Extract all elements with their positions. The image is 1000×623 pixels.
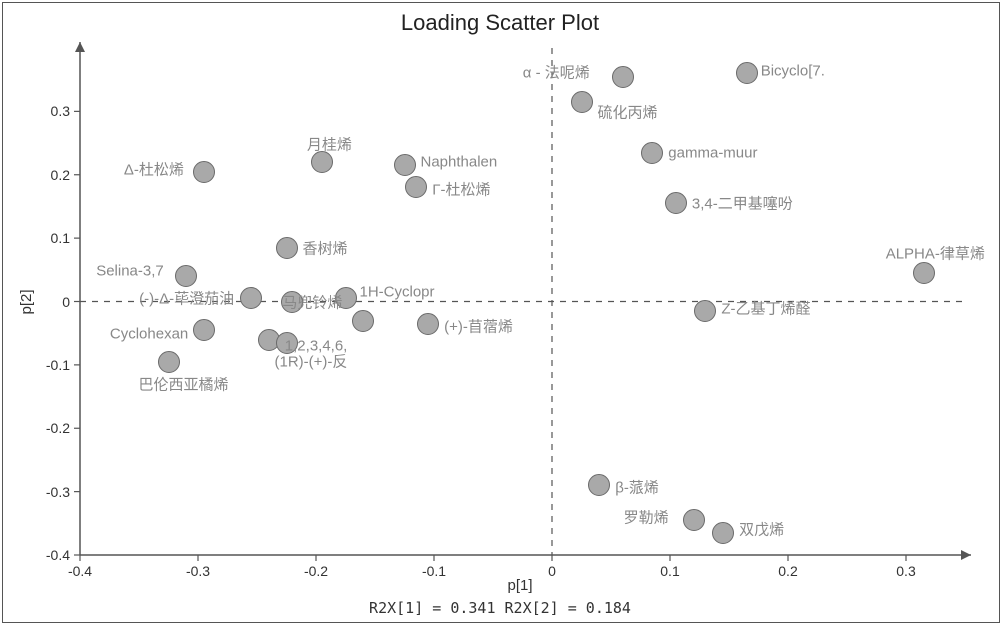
y-tick-label: 0.2 [51,167,70,183]
scatter-marker [417,313,439,335]
scatter-marker [736,62,758,84]
scatter-marker [175,265,197,287]
point-label: Γ-杜松烯 [432,179,490,200]
point-label: 马兜铃烯 [282,291,342,312]
x-tick-label: -0.2 [304,563,328,579]
point-label: (1R)-(+)-反 [275,350,348,371]
scatter-marker [683,509,705,531]
point-label: 1H-Cyclopr [360,284,435,301]
chart-footer: R2X[1] = 0.341 R2X[2] = 0.184 [0,599,1000,617]
point-label: Bicyclo[7. [761,63,825,80]
point-label: 香树烯 [303,237,348,258]
scatter-marker [394,154,416,176]
x-axis-label: p[1] [508,577,533,594]
y-axis-label: p[2] [18,289,35,314]
point-label: β-蒎烯 [615,477,659,498]
scatter-marker [665,192,687,214]
point-label: (-)-Δ-荜澄茄油 [139,288,234,309]
scatter-marker [612,66,634,88]
y-tick-label: -0.1 [46,357,70,373]
point-label: 双戊烯 [739,518,784,539]
point-label: 巴伦西亚橘烯 [139,373,229,394]
scatter-marker [158,351,180,373]
y-tick-label: 0 [62,294,70,310]
scatter-marker [352,310,374,332]
x-tick-label: 0.3 [896,563,915,579]
x-tick-label: 0.2 [778,563,797,579]
point-label: Cyclohexan [110,326,188,343]
scatter-marker [712,522,734,544]
y-tick-label: -0.3 [46,484,70,500]
y-tick-label: -0.2 [46,420,70,436]
scatter-marker [641,142,663,164]
point-label: 罗勒烯 [624,507,669,528]
y-tick-label: 0.3 [51,103,70,119]
x-tick-label: -0.4 [68,563,92,579]
scatter-marker [240,287,262,309]
point-label: Naphthalen [421,154,498,171]
point-label: 3,4-二甲基噻吩 [692,193,793,214]
point-label: Selina-3,7 [96,263,164,280]
axes-svg [0,0,1000,623]
scatter-marker [588,474,610,496]
scatter-marker [694,300,716,322]
scatter-marker [193,319,215,341]
scatter-marker [571,91,593,113]
point-label: Z-乙基丁烯醛 [721,298,810,319]
point-label: Δ-杜松烯 [124,158,184,179]
x-tick-label: -0.3 [186,563,210,579]
scatter-marker [193,161,215,183]
x-tick-label: 0 [548,563,556,579]
point-label: 硫化丙烯 [598,101,658,122]
y-tick-label: -0.4 [46,547,70,563]
scatter-marker [405,176,427,198]
point-label: ALPHA-律草烯 [886,242,985,263]
loading-scatter-plot: Loading Scatter Plot α - 法呢烯Bicyclo[7.硫化… [0,0,1000,623]
scatter-marker [276,237,298,259]
point-label: 月桂烯 [307,134,352,155]
y-tick-label: 0.1 [51,230,70,246]
x-tick-label: 0.1 [660,563,679,579]
x-tick-label: -0.1 [422,563,446,579]
point-label: α - 法呢烯 [523,61,590,82]
point-label: (+)-苜蓿烯 [444,315,513,336]
point-label: gamma-muur [668,144,757,161]
scatter-marker [913,262,935,284]
